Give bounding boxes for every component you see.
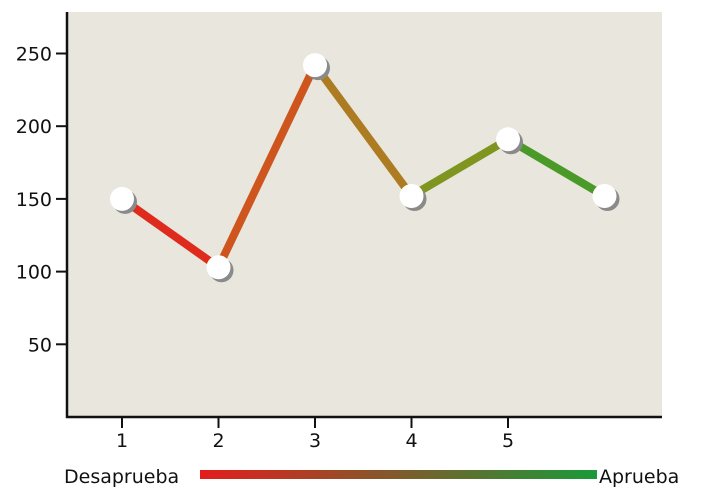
y-tick-label: 150: [16, 189, 52, 211]
y-tick-label: 250: [16, 44, 52, 66]
legend-right-label: Aprueba: [599, 466, 679, 488]
data-point-marker: [496, 127, 520, 152]
series-segment: [118, 194, 223, 272]
legend: Desaprueba Aprueba: [64, 466, 679, 488]
data-point-marker: [110, 186, 134, 211]
x-axis: 1 2 3 4 5: [66, 415, 662, 452]
series-segment: [407, 135, 512, 200]
data-point: [399, 183, 427, 211]
y-tick-label: 100: [16, 262, 52, 284]
data-point: [303, 53, 330, 81]
x-tick-label: 3: [309, 430, 321, 452]
data-point-marker: [399, 183, 424, 208]
y-axis: 50 100 150 200 250: [16, 12, 69, 418]
x-tick-label: 2: [212, 430, 224, 452]
y-tick-label: 50: [28, 334, 52, 356]
x-tick-label: 5: [502, 430, 514, 452]
x-tick-label: 4: [405, 430, 417, 452]
plot-area: [67, 12, 662, 417]
data-point-marker: [303, 53, 327, 78]
data-point-marker: [592, 183, 617, 208]
data-point: [110, 186, 137, 214]
legend-gradient-bar: [200, 470, 597, 479]
series-segment: [504, 135, 609, 200]
data-points: [110, 53, 620, 283]
series-segment: [214, 61, 319, 272]
series-segment: [311, 61, 416, 200]
data-point: [496, 127, 523, 155]
data-point-marker: [206, 255, 231, 280]
y-tick-label: 200: [16, 116, 52, 138]
data-point: [206, 255, 234, 283]
legend-left-label: Desaprueba: [64, 466, 179, 488]
x-tick-label: 1: [116, 430, 128, 452]
series-line: [118, 61, 609, 272]
data-point: [592, 183, 620, 211]
